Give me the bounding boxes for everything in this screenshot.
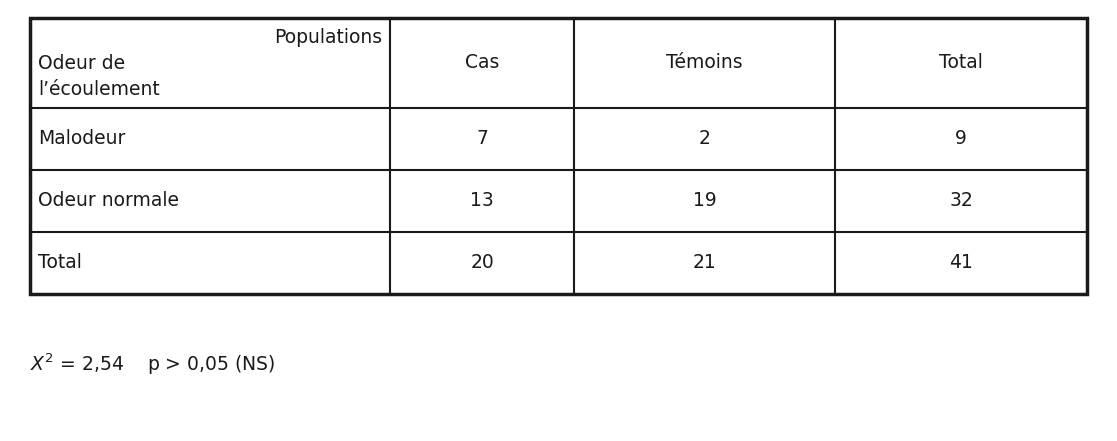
Text: 20: 20: [470, 254, 494, 273]
Text: 41: 41: [949, 254, 973, 273]
Text: 9: 9: [955, 130, 967, 149]
Text: 32: 32: [949, 191, 973, 210]
Text: Total: Total: [939, 53, 983, 72]
Text: Odeur de: Odeur de: [38, 54, 125, 73]
Text: 21: 21: [693, 254, 716, 273]
Text: Cas: Cas: [465, 53, 499, 72]
Text: $X^2$ = 2,54    p > 0,05 (NS): $X^2$ = 2,54 p > 0,05 (NS): [30, 351, 275, 377]
Text: Populations: Populations: [274, 28, 382, 47]
Text: Odeur normale: Odeur normale: [38, 191, 179, 210]
Text: l’écoulement: l’écoulement: [38, 80, 160, 99]
Text: Témoins: Témoins: [666, 53, 743, 72]
Text: Malodeur: Malodeur: [38, 130, 125, 149]
Bar: [30, 18, 1087, 294]
Text: 19: 19: [693, 191, 716, 210]
Text: 2: 2: [698, 130, 710, 149]
Text: Total: Total: [38, 254, 82, 273]
Text: 7: 7: [476, 130, 488, 149]
Text: 13: 13: [470, 191, 494, 210]
